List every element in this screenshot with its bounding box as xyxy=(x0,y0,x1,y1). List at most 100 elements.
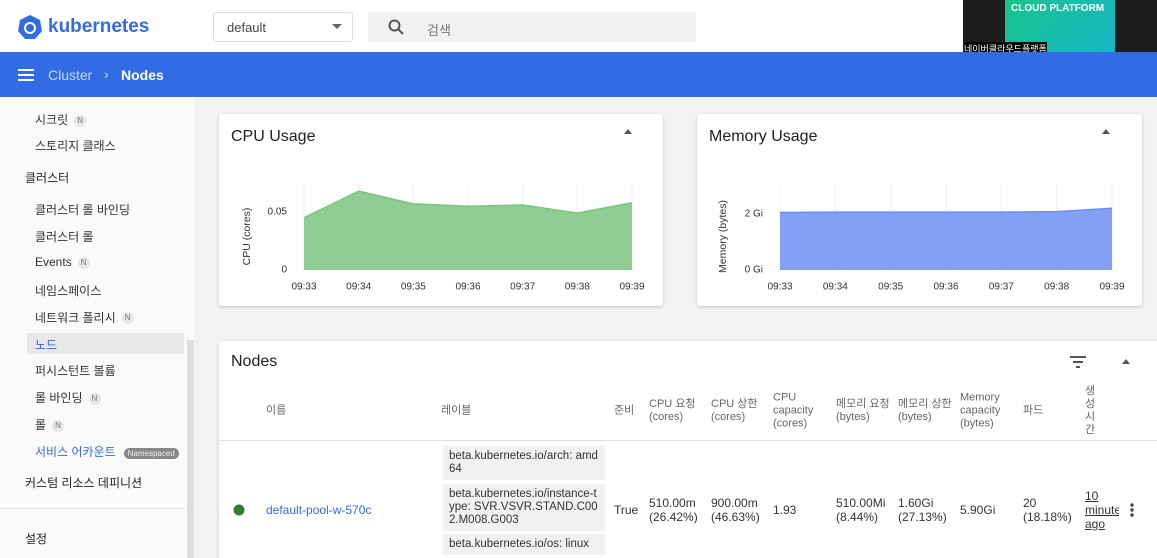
column-header: CPU capacity (cores) xyxy=(773,391,814,430)
card-title: Memory Usage xyxy=(709,128,818,145)
collapse-icon[interactable] xyxy=(1102,129,1110,134)
namespace-select[interactable]: default xyxy=(213,12,353,42)
memory-chart: Memory Usage 0 Gi 2 Gi 09:33 09:34 09:35 09:3… xyxy=(709,128,1125,293)
cell: 5.90Gi xyxy=(960,503,996,517)
nav-label: 네트워크 폴리시 N xyxy=(35,309,134,326)
area xyxy=(780,208,1112,270)
line xyxy=(779,207,1113,214)
nav-item[interactable]: 퍼시스턴트 볼륨 xyxy=(0,359,185,380)
x-tick-label: 09:33 xyxy=(767,282,792,293)
header-divider xyxy=(219,440,1157,441)
breadcrumb-parent[interactable]: Cluster xyxy=(48,67,93,83)
video-overlay: CLOUD PLATFORM 네이버클라우드플랫폼 xyxy=(963,0,1157,55)
search-box[interactable]: 검색 xyxy=(368,12,696,42)
collapse-icon[interactable] xyxy=(1121,359,1131,365)
nav-item[interactable]: 시크릿 N xyxy=(0,108,185,129)
nav-badge: N xyxy=(52,420,65,433)
cell: 20 (18.18%) xyxy=(1023,496,1072,524)
column-header: 준비 xyxy=(614,404,635,417)
nav-label: 스토리지 클래스 xyxy=(35,139,116,153)
cpu-card: CPU Usage 0 0.05 09:33 09:34 09:35 09:36 09:37… xyxy=(219,114,663,306)
nav-item[interactable]: 서비스 어카운트 Namespaced xyxy=(0,440,185,461)
search-icon xyxy=(388,19,404,35)
cell: 510.00Mi (8.44%) xyxy=(836,496,886,524)
nav-label: Events N xyxy=(35,255,90,269)
nav-label: 네임스페이스 xyxy=(35,283,102,298)
logo-text[interactable]: kubernetes xyxy=(48,16,150,37)
breadcrumb-current: Nodes xyxy=(121,67,164,83)
line xyxy=(303,190,633,219)
cpu-chart: CPU Usage 0 0.05 09:33 09:34 09:35 09:36 09:37… xyxy=(231,128,645,293)
nav-heading[interactable]: 설정 xyxy=(25,532,48,546)
label-chip: beta.kubernetes.io/arch: amd64 xyxy=(443,446,605,480)
search-placeholder: 검색 xyxy=(427,23,451,38)
nav-label: 퍼시스턴트 볼륨 xyxy=(35,364,116,379)
menu-icon[interactable] xyxy=(18,69,34,81)
nav-label: 클러스터 롤 바인딩 xyxy=(35,203,130,217)
filter-icon[interactable] xyxy=(1070,356,1086,368)
nav-badge: N xyxy=(74,114,87,127)
nav-badge: N xyxy=(88,393,101,406)
cell: 1.93 xyxy=(773,503,797,517)
x-tick-label: 09:39 xyxy=(619,282,644,293)
x-tick-label: 09:36 xyxy=(933,282,958,293)
nav-label: 클러스터 롤 xyxy=(35,229,94,244)
nav-label: 롤 바인딩 N xyxy=(35,389,101,406)
nav-item[interactable]: 네트워크 폴리시 N xyxy=(0,306,185,327)
y-tick-label: 0 Gi xyxy=(745,265,763,276)
cell: 1.60Gi (27.13%) xyxy=(898,496,947,524)
y-axis-label: Memory (bytes) xyxy=(717,200,729,273)
column-header: CPU 상한 (cores) xyxy=(711,398,758,423)
y-axis-label: CPU (cores) xyxy=(241,208,253,266)
memory-card: Memory Usage 0 Gi 2 Gi 09:33 09:34 09:35 09:3… xyxy=(697,114,1142,306)
row-menu[interactable] xyxy=(1129,502,1135,518)
column-header: Memory capacity (bytes) xyxy=(960,391,1001,430)
nav-badge: N xyxy=(121,312,134,325)
cell: 10 minutes ago xyxy=(1085,489,1119,531)
nav-item[interactable]: 클러스터 롤 바인딩 xyxy=(0,198,185,219)
column-header: CPU 요청 (cores) xyxy=(649,398,696,423)
nav-item[interactable]: 롤 바인딩 N xyxy=(0,386,185,407)
nav-label: 노드 xyxy=(35,337,58,352)
label-chip: beta.kubernetes.io/instance-type: SVR.VS… xyxy=(443,484,605,531)
x-tick-label: 09:38 xyxy=(565,282,590,293)
nav-label: 시크릿 N xyxy=(35,111,87,128)
status-ready xyxy=(233,504,245,516)
cell: 900.00m (46.63%) xyxy=(711,496,760,524)
collapse-icon[interactable] xyxy=(624,129,632,134)
overlay-title: CLOUD PLATFORM xyxy=(1011,3,1105,14)
namespace-value: default xyxy=(227,20,267,35)
logo-icon[interactable] xyxy=(17,14,43,40)
x-tick-label: 09:36 xyxy=(455,282,480,293)
column-header: 메모리 요청 (bytes) xyxy=(836,398,890,423)
y-tick-label: 0.05 xyxy=(268,207,288,218)
cell: True xyxy=(614,503,639,517)
nav-heading: 클러스터 xyxy=(25,171,70,185)
nav-item[interactable]: 클러스터 롤 xyxy=(0,225,185,246)
area xyxy=(304,191,632,270)
y-tick-label: 2 Gi xyxy=(745,209,763,220)
nav-label: 서비스 어카운트 Namespaced xyxy=(35,443,179,460)
card-title: CPU Usage xyxy=(231,128,316,145)
nav-item[interactable]: 노드 xyxy=(27,332,184,354)
nav-badge: N xyxy=(77,256,90,269)
divider xyxy=(0,508,185,509)
overlay-caption: 네이버클라우드플랫폼 xyxy=(964,42,1047,55)
x-tick-label: 09:34 xyxy=(346,282,371,293)
x-tick-label: 09:37 xyxy=(510,282,535,293)
node-link[interactable]: default-pool-w-570c xyxy=(266,503,372,517)
breadcrumb-separator: › xyxy=(104,66,109,82)
column-header: 메모리 상한 (bytes) xyxy=(898,398,952,423)
tooltip: Namespaced xyxy=(123,448,179,460)
cell: 510.00m (26.42%) xyxy=(649,496,698,524)
nav-heading[interactable]: 커스텀 리소스 데피니션 xyxy=(25,476,143,490)
column-header: 레이블 xyxy=(441,404,472,417)
nav-item[interactable]: Events N xyxy=(0,252,185,273)
x-tick-label: 09:33 xyxy=(291,282,316,293)
nav-item[interactable]: 스토리지 클래스 xyxy=(0,134,185,155)
nav-item[interactable]: 네임스페이스 xyxy=(0,279,185,300)
column-header[interactable]: 생성 시간 xyxy=(1085,385,1096,436)
x-tick-label: 09:37 xyxy=(989,282,1014,293)
